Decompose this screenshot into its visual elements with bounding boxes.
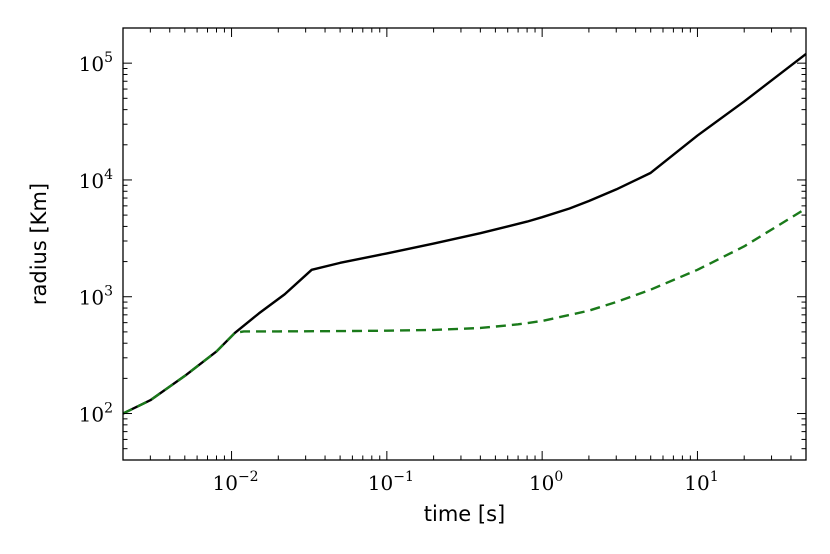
- ticks: [122, 27, 807, 461]
- x-tick-label: 101: [684, 469, 718, 495]
- x-tick-label: 10−2: [213, 469, 259, 495]
- x-tick-label: 100: [529, 469, 563, 495]
- plot-frame: [122, 27, 807, 461]
- y-tick-label: 102: [79, 401, 113, 427]
- y-tick-label: 103: [79, 284, 113, 310]
- y-tick-label: 105: [79, 50, 113, 76]
- y-axis-label: radius [Km]: [27, 183, 51, 305]
- tick-labels: 10−2 10−1 100 101 102 103 104 105: [79, 50, 719, 495]
- series-line-1: [122, 207, 807, 415]
- y-tick-label: 104: [79, 167, 113, 193]
- x-axis-label: time [s]: [424, 502, 505, 526]
- plot-lines: [122, 52, 807, 415]
- series-line-0: [122, 52, 807, 415]
- x-tick-label: 10−1: [368, 469, 414, 495]
